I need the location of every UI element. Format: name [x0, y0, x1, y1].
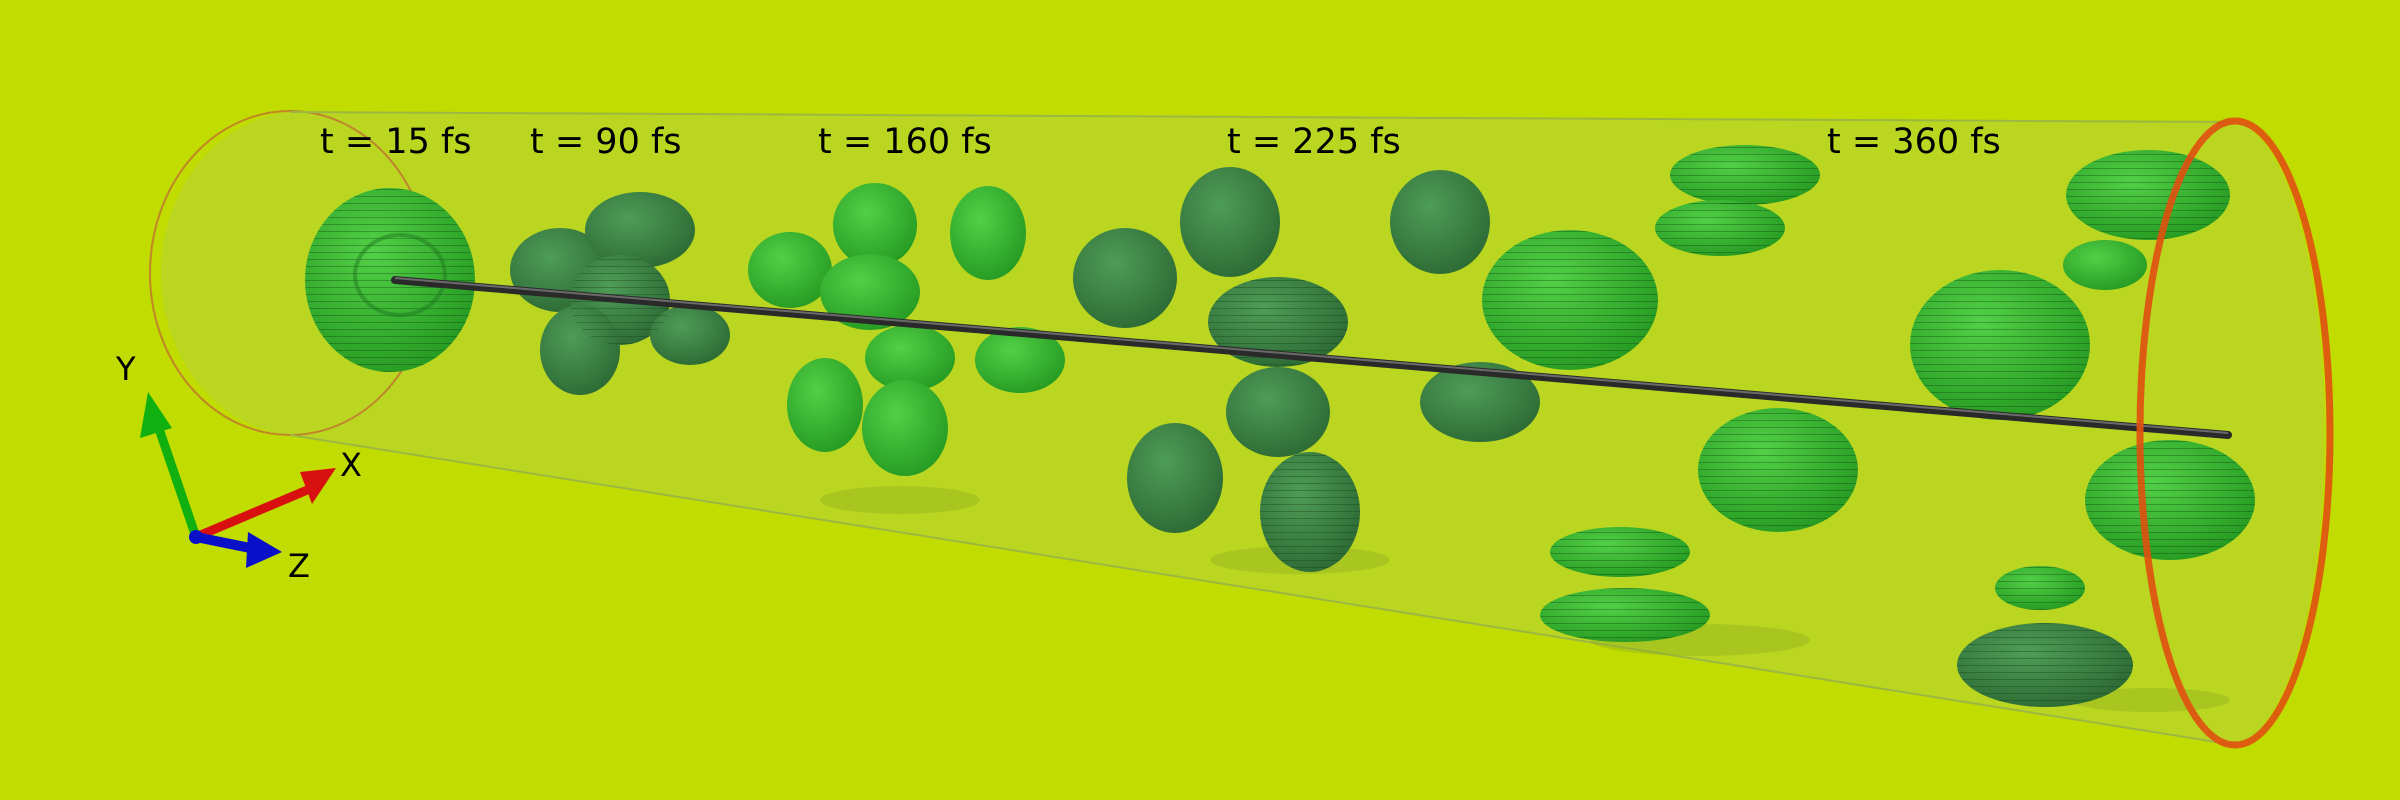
time-label-225: t = 225 fs — [1227, 122, 1401, 162]
time-label-15: t = 15 fs — [320, 122, 472, 162]
z-axis-label: Z — [288, 547, 310, 585]
tube-end-rim — [2136, 117, 2334, 749]
time-label-360: t = 360 fs — [1827, 122, 2001, 162]
y-axis-label: Y — [116, 350, 136, 388]
blob — [1127, 423, 1223, 533]
blob — [1073, 228, 1177, 328]
blob — [833, 183, 917, 267]
time-label-90: t = 90 fs — [530, 122, 682, 162]
blob — [748, 232, 832, 308]
time-label-160: t = 160 fs — [818, 122, 992, 162]
blob — [787, 358, 863, 452]
trajectory-line — [391, 276, 2232, 439]
axes-triad — [140, 392, 336, 568]
blob — [820, 254, 920, 330]
blob — [862, 380, 948, 476]
blob — [975, 327, 1065, 393]
blob — [950, 186, 1026, 280]
blob — [865, 325, 955, 391]
blob — [585, 192, 695, 268]
x-axis-label: X — [340, 446, 362, 484]
blob — [1390, 170, 1490, 274]
z-axis-arrow — [195, 532, 256, 554]
y-axis-arrow — [151, 418, 201, 539]
tube-top-edge — [289, 111, 2236, 123]
blob — [2063, 240, 2147, 290]
tube-bottom-edge — [289, 434, 2236, 746]
blob — [1420, 362, 1540, 442]
blob — [1180, 167, 1280, 277]
blob — [650, 305, 730, 365]
x-axis-arrow — [194, 483, 314, 542]
blob — [1226, 367, 1330, 457]
wavepacket-blobs — [305, 145, 2255, 707]
